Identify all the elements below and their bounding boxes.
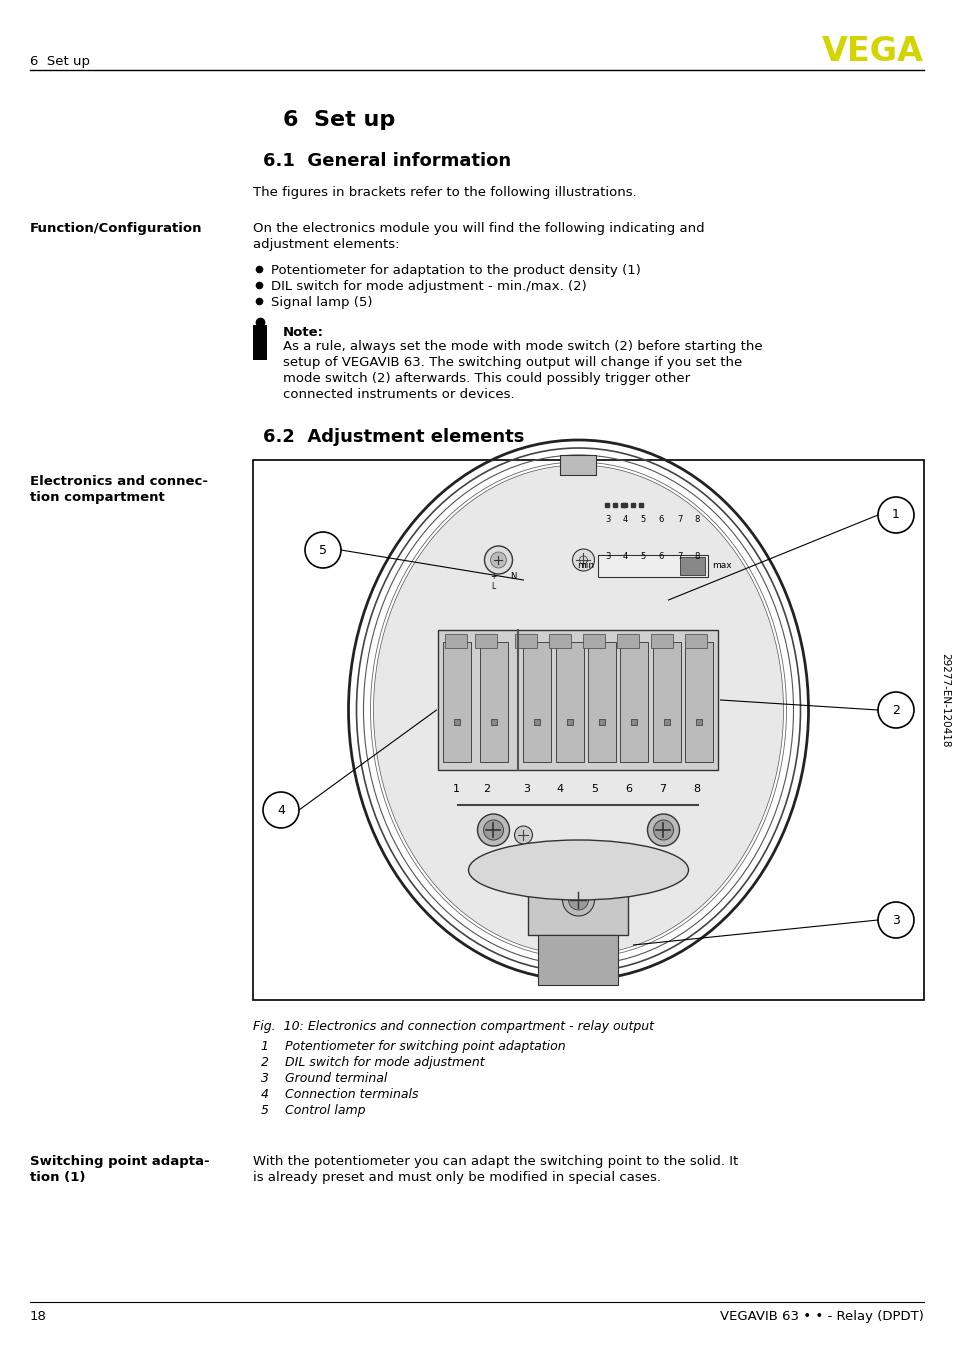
- Text: 6  Set up: 6 Set up: [30, 56, 90, 68]
- Text: 7: 7: [659, 784, 665, 793]
- Text: 5: 5: [640, 515, 645, 524]
- Text: N: N: [510, 571, 517, 581]
- Text: Electronics and connec-: Electronics and connec-: [30, 475, 208, 487]
- Text: 2: 2: [482, 784, 490, 793]
- Ellipse shape: [477, 814, 509, 846]
- Text: is already preset and must only be modified in special cases.: is already preset and must only be modif…: [253, 1171, 660, 1183]
- Bar: [515, 634, 537, 649]
- Text: VEGA: VEGA: [821, 35, 923, 68]
- Bar: [556, 642, 583, 762]
- Ellipse shape: [484, 546, 512, 574]
- Text: 3    Ground terminal: 3 Ground terminal: [261, 1072, 387, 1085]
- Text: Signal lamp (5): Signal lamp (5): [271, 297, 372, 309]
- Text: Note:: Note:: [283, 326, 324, 338]
- Text: tion (1): tion (1): [30, 1171, 86, 1183]
- Bar: [475, 634, 497, 649]
- Text: 6  Set up: 6 Set up: [283, 110, 395, 130]
- Text: 4: 4: [622, 515, 627, 524]
- Text: 8: 8: [694, 515, 700, 524]
- Text: 8: 8: [694, 552, 700, 561]
- Text: max: max: [712, 562, 731, 570]
- Text: min: min: [577, 562, 594, 570]
- Ellipse shape: [483, 821, 503, 839]
- Text: 6: 6: [659, 552, 663, 561]
- Text: 29277-EN-120418: 29277-EN-120418: [939, 653, 949, 747]
- Bar: [617, 634, 639, 649]
- Bar: [253, 325, 267, 360]
- Text: 2    DIL switch for mode adjustment: 2 DIL switch for mode adjustment: [261, 1056, 484, 1070]
- Text: connected instruments or devices.: connected instruments or devices.: [283, 389, 514, 401]
- Text: 7: 7: [676, 515, 681, 524]
- Text: 4    Connection terminals: 4 Connection terminals: [261, 1089, 418, 1101]
- Text: 8: 8: [692, 784, 700, 793]
- Bar: [652, 642, 680, 762]
- Bar: [443, 642, 471, 762]
- Text: 5    Control lamp: 5 Control lamp: [261, 1104, 365, 1117]
- Ellipse shape: [374, 464, 782, 955]
- Ellipse shape: [490, 552, 506, 567]
- Text: 7: 7: [676, 552, 681, 561]
- Ellipse shape: [572, 548, 594, 571]
- Text: 5: 5: [640, 552, 645, 561]
- Text: mode switch (2) afterwards. This could possibly trigger other: mode switch (2) afterwards. This could p…: [283, 372, 689, 385]
- Ellipse shape: [647, 814, 679, 846]
- Text: Function/Configuration: Function/Configuration: [30, 222, 202, 236]
- Text: 3: 3: [522, 784, 530, 793]
- Text: 4: 4: [276, 803, 285, 816]
- Text: 2: 2: [891, 704, 899, 716]
- Bar: [560, 455, 596, 475]
- Text: 6: 6: [624, 784, 631, 793]
- Bar: [445, 634, 467, 649]
- Bar: [480, 642, 508, 762]
- Ellipse shape: [568, 890, 588, 910]
- Bar: [684, 642, 713, 762]
- Text: Fig.  10: Electronics and connection compartment - relay output: Fig. 10: Electronics and connection comp…: [253, 1020, 654, 1033]
- Text: 6.2  Adjustment elements: 6.2 Adjustment elements: [263, 428, 524, 445]
- Text: On the electronics module you will find the following indicating and: On the electronics module you will find …: [253, 222, 704, 236]
- Text: 5: 5: [590, 784, 598, 793]
- Bar: [598, 555, 708, 577]
- Text: 3: 3: [604, 515, 610, 524]
- Text: 3: 3: [604, 552, 610, 561]
- Text: 4: 4: [622, 552, 627, 561]
- Text: 18: 18: [30, 1311, 47, 1323]
- Text: As a rule, always set the mode with mode switch (2) before starting the: As a rule, always set the mode with mode…: [283, 340, 761, 353]
- Text: Potentiometer for adaptation to the product density (1): Potentiometer for adaptation to the prod…: [271, 264, 640, 278]
- Ellipse shape: [653, 821, 673, 839]
- Text: 6: 6: [659, 515, 663, 524]
- Ellipse shape: [514, 826, 532, 844]
- Text: 3: 3: [891, 914, 899, 926]
- Bar: [679, 556, 705, 575]
- Text: VEGAVIB 63 • • - Relay (DPDT): VEGAVIB 63 • • - Relay (DPDT): [720, 1311, 923, 1323]
- Text: 1: 1: [891, 509, 899, 521]
- Bar: [537, 936, 618, 984]
- Text: 6.1  General information: 6.1 General information: [263, 152, 511, 171]
- Bar: [685, 634, 707, 649]
- Bar: [528, 875, 628, 936]
- Text: 4: 4: [557, 784, 563, 793]
- Text: 1    Potentiometer for switching point adaptation: 1 Potentiometer for switching point adap…: [261, 1040, 565, 1053]
- Text: With the potentiometer you can adapt the switching point to the solid. It: With the potentiometer you can adapt the…: [253, 1155, 738, 1169]
- Text: Switching point adapta-: Switching point adapta-: [30, 1155, 210, 1169]
- Bar: [523, 642, 551, 762]
- Ellipse shape: [468, 839, 688, 900]
- Text: 5: 5: [318, 543, 327, 556]
- Text: The figures in brackets refer to the following illustrations.: The figures in brackets refer to the fol…: [253, 185, 636, 199]
- Bar: [588, 642, 616, 762]
- Bar: [583, 634, 605, 649]
- Bar: [651, 634, 673, 649]
- Text: 1: 1: [453, 784, 459, 793]
- Text: adjustment elements:: adjustment elements:: [253, 238, 399, 250]
- Text: DIL switch for mode adjustment - min./max. (2): DIL switch for mode adjustment - min./ma…: [271, 280, 586, 292]
- Bar: [438, 630, 718, 770]
- Bar: [253, 460, 923, 1001]
- Text: tion compartment: tion compartment: [30, 492, 165, 504]
- Bar: [549, 634, 571, 649]
- Text: setup of VEGAVIB 63. The switching output will change if you set the: setup of VEGAVIB 63. The switching outpu…: [283, 356, 741, 370]
- Ellipse shape: [562, 884, 594, 917]
- Bar: [619, 642, 648, 762]
- Text: +
L: + L: [490, 571, 497, 592]
